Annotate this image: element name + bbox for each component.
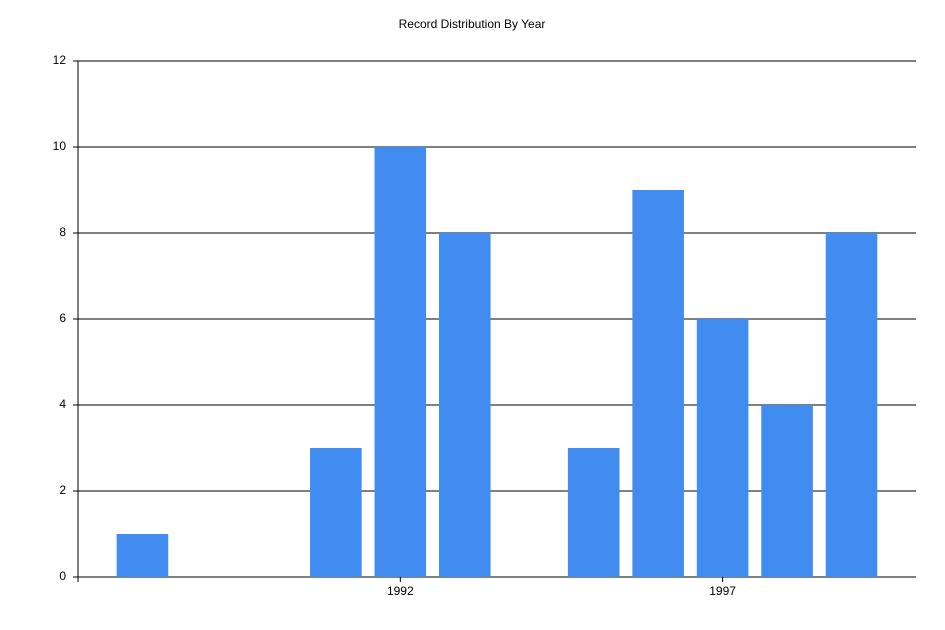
bar [116,534,169,577]
y-tick-label: 4 [59,397,66,411]
x-tick-label: 1997 [709,584,736,598]
bar [374,147,427,577]
bar [825,233,878,577]
bar [696,319,749,577]
y-tick-label: 0 [59,569,66,583]
bar [632,190,684,577]
x-tick-label: 1992 [387,584,414,598]
y-tick-label: 6 [59,311,66,325]
bar [567,448,620,577]
y-tick-label: 2 [59,483,66,497]
y-tick-label: 10 [53,139,67,153]
bar [438,233,491,577]
chart-title: Record Distribution By Year [399,17,546,31]
y-tick-label: 8 [59,225,66,239]
bar [310,448,362,577]
bar [761,405,813,577]
y-tick-label: 12 [53,53,67,67]
